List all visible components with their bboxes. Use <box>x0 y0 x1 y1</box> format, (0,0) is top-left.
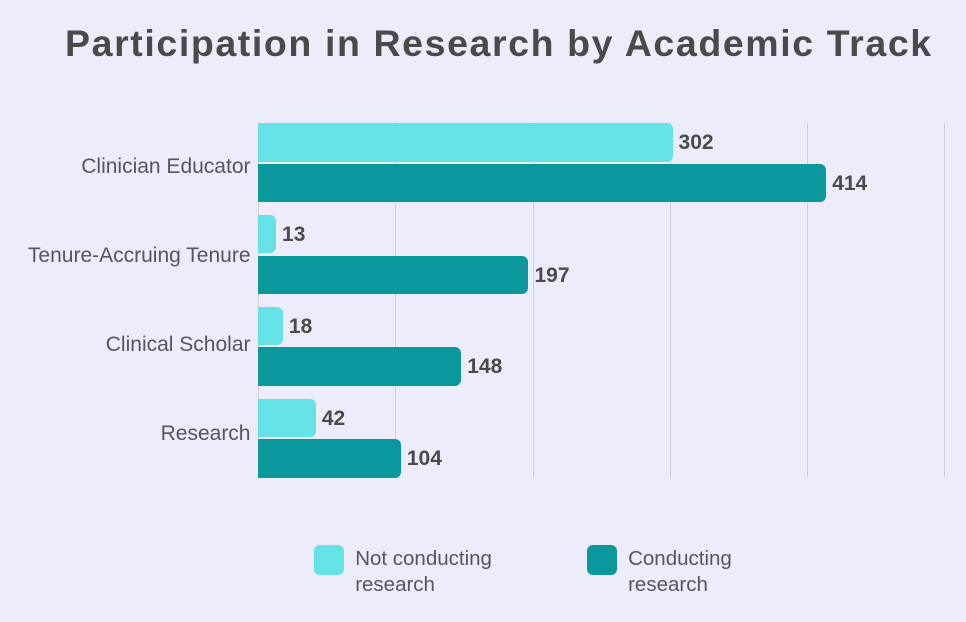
gridline-0 <box>258 122 260 478</box>
legend-swatch-not-conducting-research <box>313 544 344 575</box>
category-label-tenure-accruing-tenure: Tenure-Accruing Tenure <box>27 244 251 268</box>
bar-conducting-research-tenure-accruing-tenure <box>258 255 529 294</box>
value-label-conducting-research-clinician-educator: 414 <box>832 171 868 195</box>
legend-swatch-conducting-research <box>586 544 617 575</box>
value-label-not-conducting-research-tenure-accruing-tenure: 13 <box>282 223 306 247</box>
value-label-not-conducting-research-research: 42 <box>321 406 346 430</box>
bar-conducting-research-clinician-educator <box>258 163 827 203</box>
chart-title: Participation in Research by Academic Tr… <box>65 22 933 64</box>
value-label-conducting-research-research: 104 <box>406 447 442 471</box>
gridline-500 <box>944 122 946 478</box>
bar-conducting-research-clinical-scholar <box>258 347 462 386</box>
bar-not-conducting-research-clinical-scholar <box>258 306 283 346</box>
category-label-clinical-scholar: Clinical Scholar <box>105 333 251 357</box>
gridline-400 <box>807 122 808 478</box>
legend-label-not-conducting-research: Not conducting research <box>355 546 492 596</box>
legend-label-conducting-research: Conducting research <box>628 546 732 596</box>
bar-not-conducting-research-research <box>258 398 316 438</box>
gridline-200 <box>532 122 534 478</box>
bar-conducting-research-research <box>258 439 401 478</box>
value-label-not-conducting-research-clinical-scholar: 18 <box>288 314 313 338</box>
value-label-not-conducting-research-clinician-educator: 302 <box>678 131 714 155</box>
value-label-conducting-research-clinical-scholar: 148 <box>467 355 503 379</box>
bar-not-conducting-research-tenure-accruing-tenure <box>258 215 277 254</box>
gridline-300 <box>669 122 671 478</box>
bar-not-conducting-research-clinician-educator <box>258 123 673 162</box>
category-label-clinician-educator: Clinician Educator <box>81 155 251 179</box>
value-label-conducting-research-tenure-accruing-tenure: 197 <box>534 263 570 287</box>
gridline-100 <box>395 122 397 478</box>
category-label-research: Research <box>160 422 251 446</box>
